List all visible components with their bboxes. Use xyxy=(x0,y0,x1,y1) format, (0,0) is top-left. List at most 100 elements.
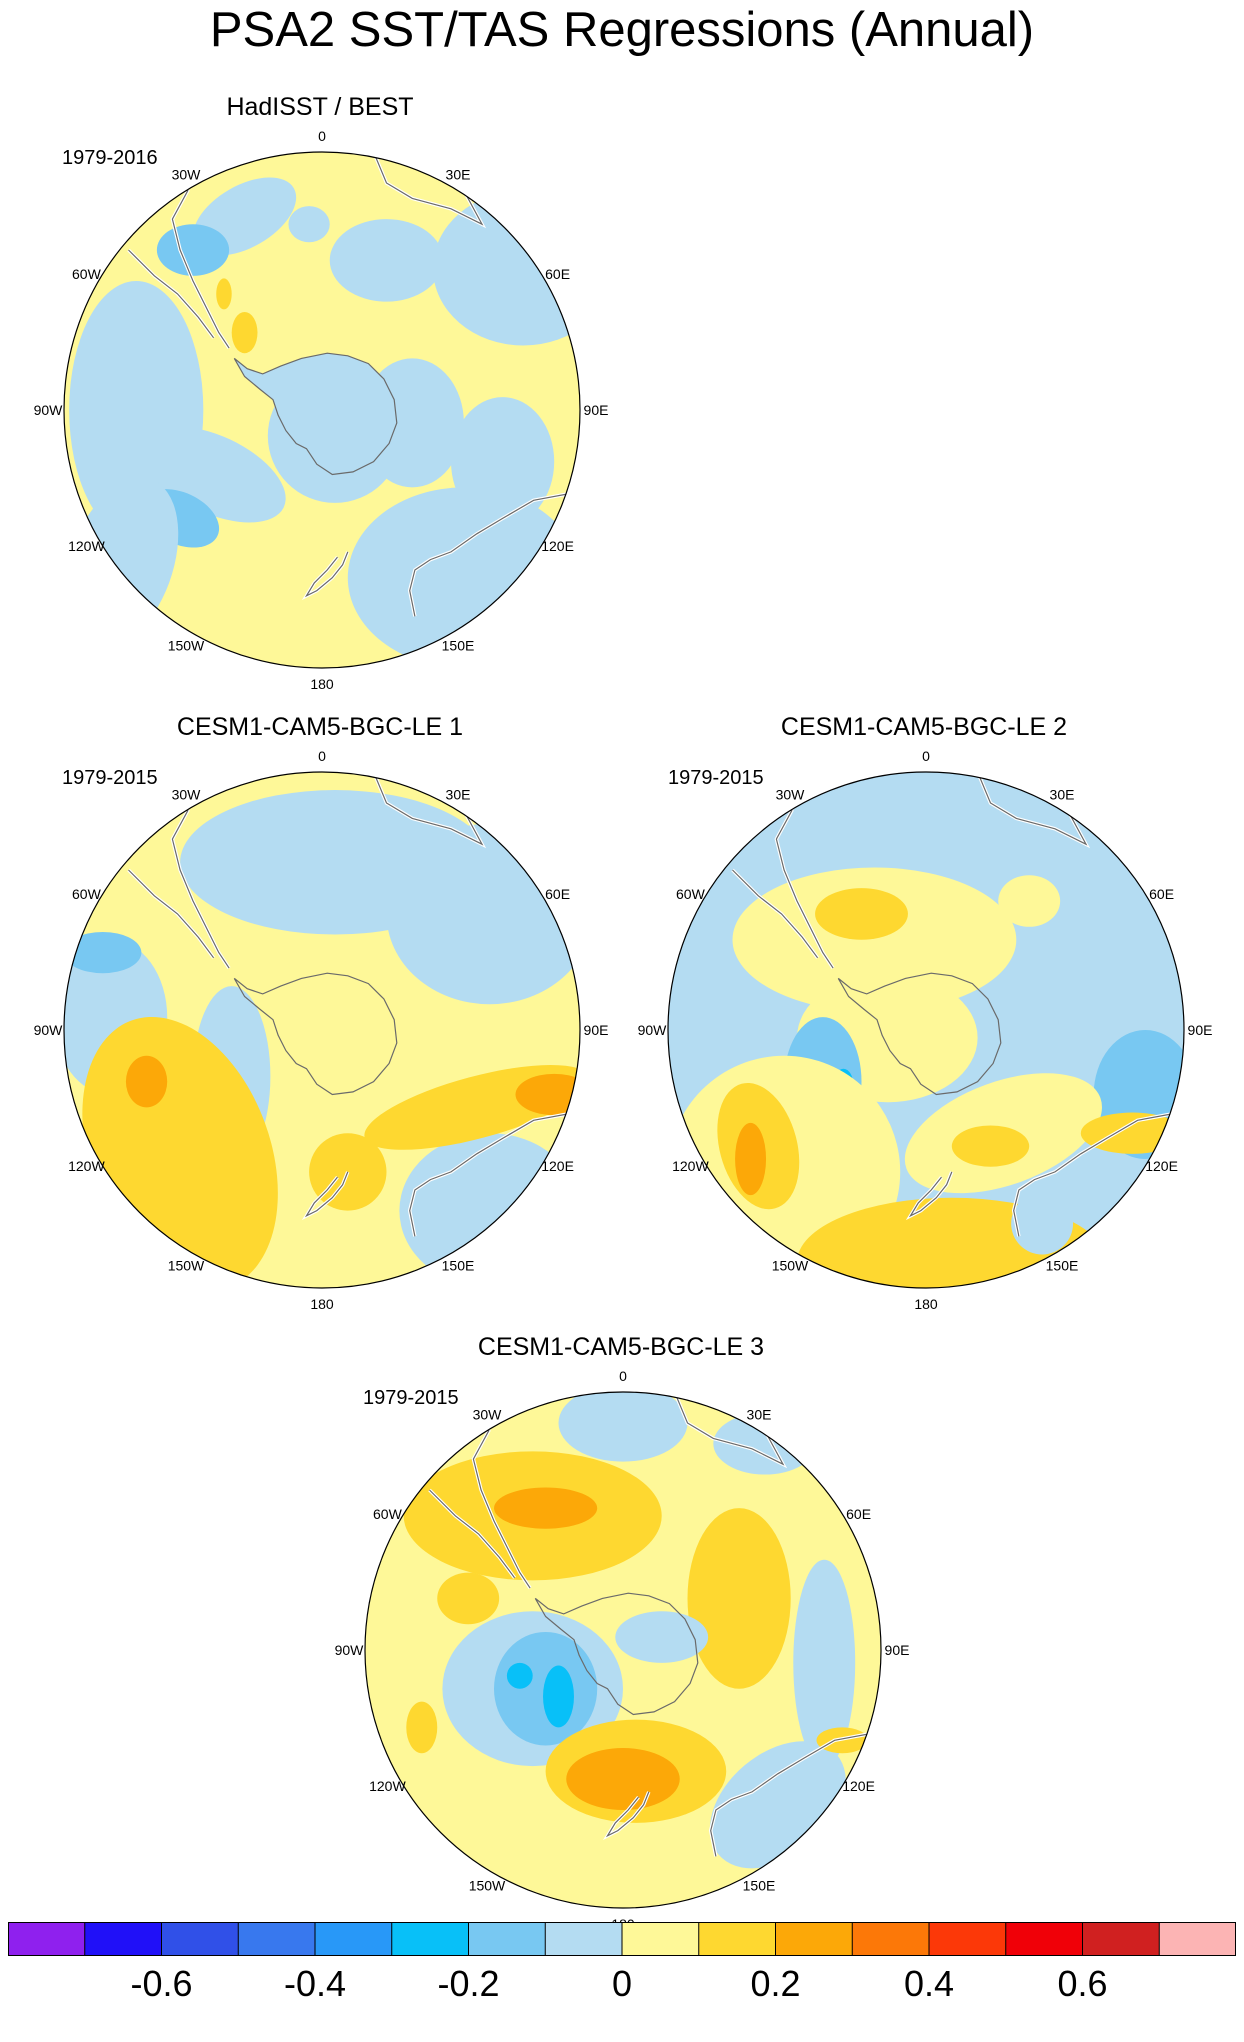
panel-title: CESM1-CAM5-BGC-LE 2 xyxy=(780,713,1068,741)
colorbar-label: -0.2 xyxy=(437,1963,500,2004)
colorbar-swatch xyxy=(1159,1922,1236,1956)
anomaly-region xyxy=(558,1392,688,1462)
map-boundary xyxy=(667,771,1185,1289)
longitude-label: 60W xyxy=(72,266,102,282)
longitude-label: 150E xyxy=(1046,1258,1079,1274)
colorbar-swatch xyxy=(8,1922,86,1956)
panel-period: 1979-2015 xyxy=(62,767,158,789)
coastline xyxy=(732,869,819,959)
longitude-label: 30E xyxy=(747,1406,772,1422)
anomaly-region xyxy=(515,1073,580,1116)
anomaly-region xyxy=(615,1611,709,1663)
longitude-label: 30E xyxy=(446,166,471,182)
coastline xyxy=(1013,1112,1179,1237)
anomaly-region xyxy=(309,1133,387,1211)
colorbar-swatch xyxy=(852,1922,930,1956)
coastline xyxy=(710,1732,876,1857)
anomaly-region xyxy=(494,1487,598,1529)
longitude-label: 0 xyxy=(619,1368,627,1384)
coastline xyxy=(429,1489,516,1579)
anomaly-region xyxy=(951,1125,1030,1167)
map-boundary xyxy=(63,151,581,669)
colorbar-swatch xyxy=(315,1922,393,1956)
longitude-label: 150E xyxy=(442,638,475,654)
longitude-label: 90W xyxy=(335,1642,365,1658)
anomaly-region xyxy=(506,1662,533,1689)
coastline xyxy=(908,1171,953,1218)
longitude-label: 150W xyxy=(469,1878,506,1894)
coastline xyxy=(674,1392,785,1466)
anomaly-region xyxy=(156,224,230,276)
colorbar-swatch xyxy=(622,1922,700,1956)
colorbar-label: -0.6 xyxy=(130,1963,193,2004)
colorbar-swatch xyxy=(1082,1922,1160,1956)
longitude-label: 180 xyxy=(310,676,334,692)
colorbar-swatch xyxy=(698,1922,776,1956)
longitude-label: 60E xyxy=(545,266,570,282)
colorbar-swatch xyxy=(545,1922,623,1956)
colorbar-swatch xyxy=(1005,1922,1083,1956)
longitude-label: 120E xyxy=(541,538,574,554)
colorbar-label: 0.6 xyxy=(1057,1963,1108,2004)
colorbar-swatch xyxy=(391,1922,469,1956)
colorbar-labels: -0.6 -0.4 -0.2 0 0.2 0.4 0.6 xyxy=(8,1962,1236,2012)
anomaly-region xyxy=(815,888,908,940)
panel-title: CESM1-CAM5-BGC-LE 1 xyxy=(176,713,464,741)
panel-period: 1979-2016 xyxy=(62,147,158,169)
longitude-label: 0 xyxy=(922,748,930,764)
longitude-label: 60E xyxy=(846,1506,871,1522)
longitude-label: 180 xyxy=(310,1296,334,1312)
map-panel-ensemble-3: CESM1-CAM5-BGC-LE 3 1979-2015 0 30E 60E 90E… xyxy=(301,1330,941,1932)
map-boundary xyxy=(63,771,581,1289)
colorbar-swatch xyxy=(929,1922,1007,1956)
coastline xyxy=(304,1171,349,1218)
longitude-label: 30W xyxy=(776,786,806,802)
antarctica-outline xyxy=(233,352,398,476)
anomaly-region xyxy=(687,1508,791,1689)
longitude-label: 30W xyxy=(172,166,202,182)
polar-map: 0 30E 60E 90E 120E 150E 180 150W 120W 90W 60W 30W xyxy=(34,128,609,692)
coastline xyxy=(472,1397,531,1589)
map-boundary xyxy=(364,1391,882,1909)
longitude-label: 150E xyxy=(743,1878,776,1894)
longitude-label: 60W xyxy=(676,886,706,902)
longitude-label: 90E xyxy=(1188,1022,1213,1038)
panel-period: 1979-2015 xyxy=(363,1387,459,1409)
longitude-label: 180 xyxy=(914,1296,938,1312)
anomaly-region xyxy=(732,867,1017,1012)
longitude-label: 30E xyxy=(446,786,471,802)
longitude-label: 120E xyxy=(541,1158,574,1174)
longitude-label: 90W xyxy=(34,402,64,418)
longitude-label: 90W xyxy=(34,1022,64,1038)
colorbar-label: 0.4 xyxy=(903,1963,955,2004)
antarctica-outline xyxy=(837,972,1002,1096)
anomaly-region xyxy=(216,278,232,310)
anomaly-region xyxy=(543,1665,574,1728)
anomaly-region xyxy=(406,1701,438,1754)
longitude-label: 150W xyxy=(772,1258,809,1274)
longitude-label: 30W xyxy=(172,786,202,802)
anomaly-region xyxy=(231,311,258,354)
coastline xyxy=(775,777,834,969)
figure-title: PSA2 SST/TAS Regressions (Annual) xyxy=(209,3,1035,57)
anomaly-region xyxy=(998,875,1061,927)
colorbar-label: 0.2 xyxy=(750,1963,801,2004)
anomaly-region xyxy=(125,1055,168,1108)
antarctica-outline xyxy=(534,1592,699,1716)
longitude-label: 60E xyxy=(1149,886,1174,902)
colorbar xyxy=(8,1922,1236,1956)
anomaly-region xyxy=(399,1133,580,1288)
longitude-label: 90E xyxy=(584,1022,609,1038)
longitude-label: 120E xyxy=(1145,1158,1178,1174)
longitude-label: 150W xyxy=(168,638,205,654)
longitude-label: 90E xyxy=(584,402,609,418)
anomaly-region xyxy=(329,219,444,302)
coastline xyxy=(409,492,575,617)
antarctica-outline xyxy=(233,972,398,1096)
colorbar-swatch xyxy=(238,1922,316,1956)
longitude-label: 90E xyxy=(885,1642,910,1658)
longitude-label: 60E xyxy=(545,886,570,902)
anomaly-region xyxy=(64,931,142,974)
longitude-label: 90W xyxy=(638,1022,668,1038)
coastline xyxy=(171,157,230,349)
